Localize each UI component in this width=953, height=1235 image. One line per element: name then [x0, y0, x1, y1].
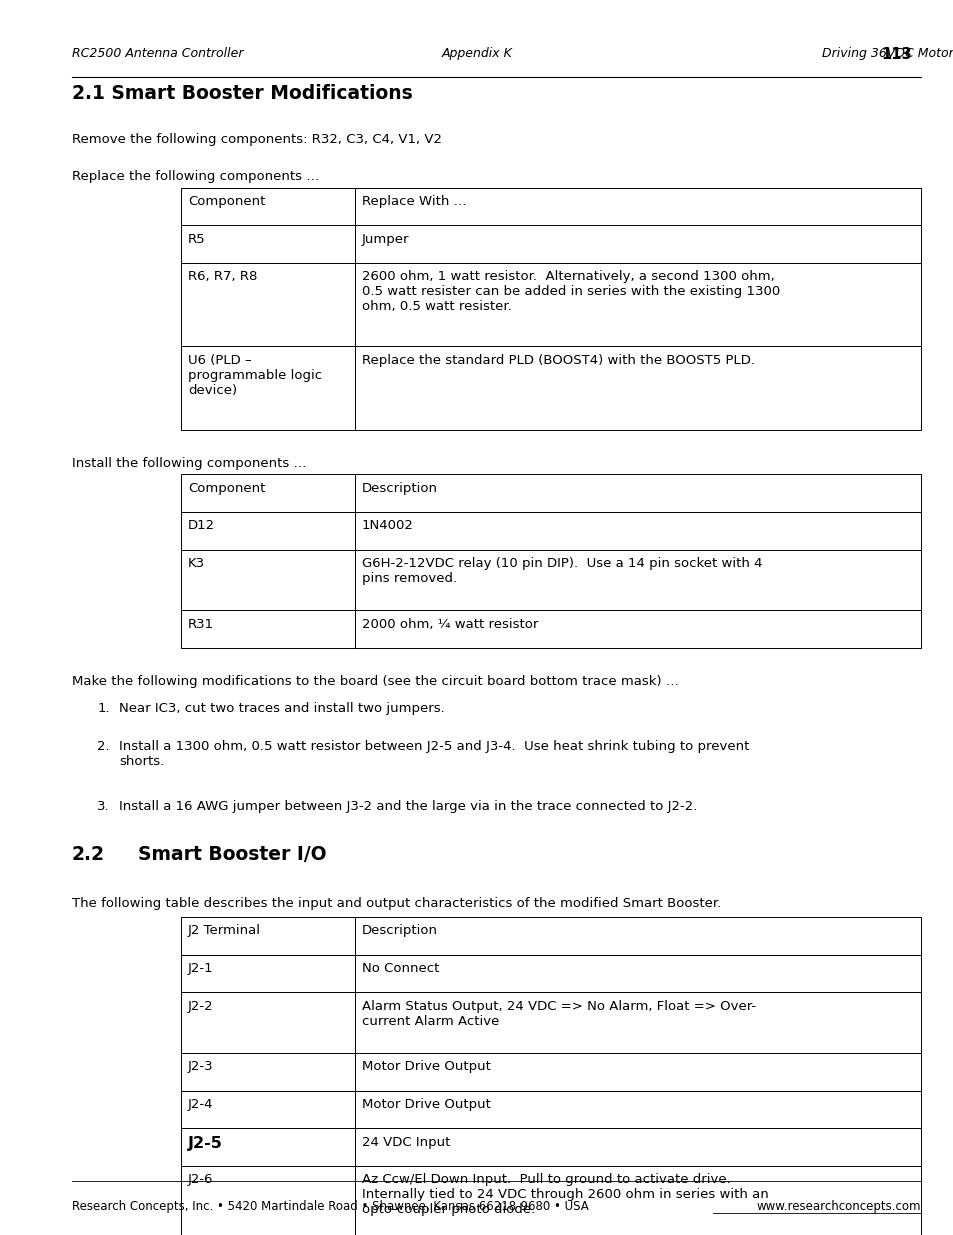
- Bar: [181, 226, 920, 263]
- Text: www.researchconcepts.com: www.researchconcepts.com: [756, 1200, 920, 1214]
- Bar: [181, 513, 920, 550]
- Text: Install a 16 AWG jumper between J3-2 and the large via in the trace connected to: Install a 16 AWG jumper between J3-2 and…: [119, 800, 697, 814]
- Bar: [181, 347, 920, 430]
- Bar: [181, 188, 920, 226]
- Text: 1N4002: 1N4002: [361, 520, 414, 532]
- Text: Description: Description: [361, 482, 437, 495]
- Bar: [181, 610, 920, 648]
- Text: R6, R7, R8: R6, R7, R8: [188, 270, 257, 284]
- Text: Motor Drive Output: Motor Drive Output: [361, 1060, 490, 1073]
- Text: Remove the following components: R32, C3, C4, V1, V2: Remove the following components: R32, C3…: [71, 133, 441, 147]
- Text: 24 VDC Input: 24 VDC Input: [361, 1136, 450, 1149]
- Text: J2-2: J2-2: [188, 1000, 213, 1013]
- Text: Smart Booster I/O: Smart Booster I/O: [138, 846, 327, 864]
- Text: G6H-2-12VDC relay (10 pin DIP).  Use a 14 pin socket with 4
pins removed.: G6H-2-12VDC relay (10 pin DIP). Use a 14…: [361, 557, 761, 585]
- Text: Component: Component: [188, 482, 265, 495]
- Text: 113: 113: [881, 47, 911, 62]
- Text: Near IC3, cut two traces and install two jumpers.: Near IC3, cut two traces and install two…: [119, 703, 444, 715]
- Bar: [181, 1052, 920, 1091]
- Text: D12: D12: [188, 520, 214, 532]
- Bar: [181, 263, 920, 347]
- Text: 2.2: 2.2: [71, 846, 105, 864]
- Text: Az Ccw/El Down Input.  Pull to ground to activate drive.
Internally tied to 24 V: Az Ccw/El Down Input. Pull to ground to …: [361, 1173, 767, 1216]
- Text: Make the following modifications to the board (see the circuit board bottom trac: Make the following modifications to the …: [71, 676, 678, 688]
- Text: Install a 1300 ohm, 0.5 watt resistor between J2-5 and J3-4.  Use heat shrink tu: Install a 1300 ohm, 0.5 watt resistor be…: [119, 740, 749, 768]
- Text: K3: K3: [188, 557, 205, 571]
- Text: R31: R31: [188, 618, 213, 631]
- Text: Replace the standard PLD (BOOST4) with the BOOST5 PLD.: Replace the standard PLD (BOOST4) with t…: [361, 354, 754, 367]
- Text: J2-3: J2-3: [188, 1060, 213, 1073]
- Bar: [181, 955, 920, 993]
- Text: RC2500 Antenna Controller: RC2500 Antenna Controller: [71, 47, 243, 61]
- Text: J2-6: J2-6: [188, 1173, 213, 1187]
- Bar: [181, 918, 920, 955]
- Text: Research Concepts, Inc. • 5420 Martindale Road • Shawnee, Kansas 66218-9680 • US: Research Concepts, Inc. • 5420 Martindal…: [71, 1200, 588, 1214]
- Bar: [181, 1166, 920, 1235]
- Text: Description: Description: [361, 925, 437, 937]
- Text: 2.: 2.: [97, 740, 110, 753]
- Text: Replace With …: Replace With …: [361, 195, 466, 209]
- Text: Alarm Status Output, 24 VDC => No Alarm, Float => Over-
current Alarm Active: Alarm Status Output, 24 VDC => No Alarm,…: [361, 1000, 755, 1028]
- Text: J2-4: J2-4: [188, 1098, 213, 1112]
- Text: Component: Component: [188, 195, 265, 209]
- Text: J2-1: J2-1: [188, 962, 213, 976]
- Text: Driving 36VDC Motors: Driving 36VDC Motors: [821, 47, 953, 61]
- Text: 2000 ohm, ¼ watt resistor: 2000 ohm, ¼ watt resistor: [361, 618, 537, 631]
- Text: 2.1 Smart Booster Modifications: 2.1 Smart Booster Modifications: [71, 84, 412, 103]
- Text: J2-5: J2-5: [188, 1136, 223, 1151]
- Text: No Connect: No Connect: [361, 962, 438, 976]
- Text: 3.: 3.: [97, 800, 110, 814]
- Bar: [181, 474, 920, 513]
- Text: Jumper: Jumper: [361, 233, 409, 246]
- Text: The following table describes the input and output characteristics of the modifi: The following table describes the input …: [71, 898, 720, 910]
- Text: Appendix K: Appendix K: [441, 47, 512, 61]
- Text: J2 Terminal: J2 Terminal: [188, 925, 261, 937]
- Text: U6 (PLD –
programmable logic
device): U6 (PLD – programmable logic device): [188, 354, 322, 396]
- Text: R5: R5: [188, 233, 205, 246]
- Text: Motor Drive Output: Motor Drive Output: [361, 1098, 490, 1112]
- Text: Replace the following components …: Replace the following components …: [71, 170, 318, 184]
- Bar: [181, 1091, 920, 1129]
- Text: 2600 ohm, 1 watt resistor.  Alternatively, a second 1300 ohm,
0.5 watt resister : 2600 ohm, 1 watt resistor. Alternatively…: [361, 270, 780, 314]
- Text: 1.: 1.: [97, 703, 110, 715]
- Bar: [181, 993, 920, 1052]
- Text: Install the following components …: Install the following components …: [71, 457, 306, 471]
- Bar: [181, 1129, 920, 1166]
- Bar: [181, 550, 920, 610]
